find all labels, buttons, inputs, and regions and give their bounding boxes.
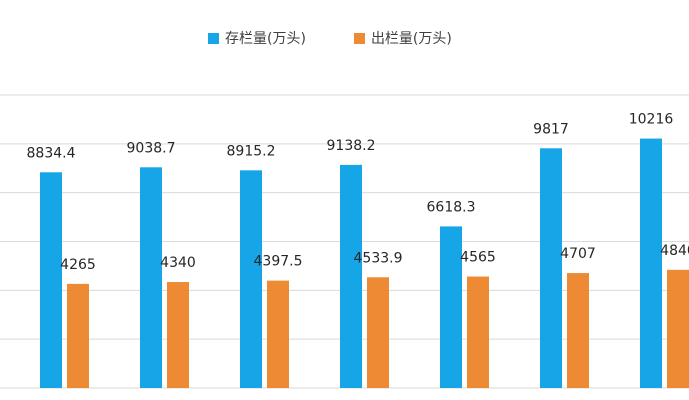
bar-slaughter [167,282,189,388]
bar-slaughter [267,280,289,388]
bar-slaughter [467,276,489,388]
bar-stock [240,170,262,388]
data-label-slaughter: 4397.5 [254,254,303,270]
data-label-slaughter: 4533.9 [354,250,403,266]
data-label-stock: 9038.7 [127,140,176,156]
bar-stock [540,148,562,388]
bar-stock [140,167,162,388]
bar-slaughter [67,283,89,388]
data-label-slaughter: 4565 [460,250,496,266]
data-label-stock: 8834.4 [27,145,76,161]
legend-swatch-stock [208,32,219,44]
data-label-stock: 10216 [629,112,674,128]
legend-label-stock: 存栏量(万头) [225,31,306,47]
data-label-slaughter: 4840 [660,243,689,259]
bar-stock [40,172,62,388]
data-label-slaughter: 4707 [560,246,596,262]
data-label-stock: 9817 [533,121,569,137]
legend-item-stock: 存栏量(万头) [208,28,306,48]
bar-stock [340,164,362,388]
bar-stock [640,138,662,388]
legend-label-slaughter: 出栏量(万头) [370,31,452,47]
bar-slaughter [367,277,389,388]
data-label-stock: 8915.2 [227,143,276,159]
data-label-stock: 6618.3 [427,199,476,215]
data-label-slaughter: 4265 [60,257,96,273]
data-label-stock: 9138.2 [327,138,376,154]
data-label-slaughter: 4340 [160,255,196,271]
legend-item-slaughter: 出栏量(万头) [353,28,452,48]
legend-swatch-slaughter [353,32,365,44]
legend: 存栏量(万头) 出栏量(万头) [208,28,452,48]
bar-slaughter [567,273,589,388]
bar-stock [440,226,462,388]
bar-slaughter [667,269,689,388]
